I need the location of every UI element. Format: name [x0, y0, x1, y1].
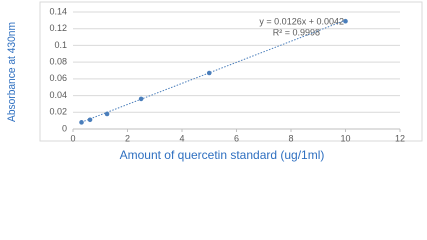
x-axis-title: Amount of quercetin standard (ug/1ml) [120, 148, 325, 162]
y-tick-label: 0.06 [49, 73, 67, 83]
y-tick-label: 0.12 [49, 23, 67, 33]
point [87, 117, 93, 123]
x-tick-label: 0 [70, 133, 75, 143]
trendline-r2: R² = 0.9998 [273, 27, 320, 37]
y-tick-label: 0.04 [49, 90, 67, 100]
x-tick-label: 2 [125, 133, 130, 143]
point [79, 120, 84, 125]
point [206, 70, 212, 76]
point [104, 111, 110, 117]
y-tick-label: 0.14 [49, 6, 67, 16]
y-tick-label: 0 [62, 123, 67, 133]
trendline [81, 19, 346, 123]
chart: Absorbance at 430nm Amount of quercetin … [6, 1, 423, 162]
page: Absorbance at 430nm Amount of quercetin … [5, 1, 423, 163]
x-tick-label: 4 [179, 133, 184, 143]
point [343, 18, 348, 24]
x-tick-label: 12 [395, 133, 405, 143]
chart-frame [39, 1, 423, 142]
y-tick-label: 0.1 [54, 40, 67, 50]
y-tick-label: 0.02 [49, 107, 67, 117]
trendline-equation: y = 0.0126x + 0.0042 [259, 16, 344, 26]
x-tick-label: 10 [340, 133, 350, 143]
x-tick-label: 6 [234, 133, 239, 143]
y-tick-label: 0.08 [49, 57, 67, 67]
point [138, 96, 144, 102]
y-axis-title: Absorbance at 430nm [6, 22, 18, 122]
x-tick-label: 8 [288, 133, 293, 143]
